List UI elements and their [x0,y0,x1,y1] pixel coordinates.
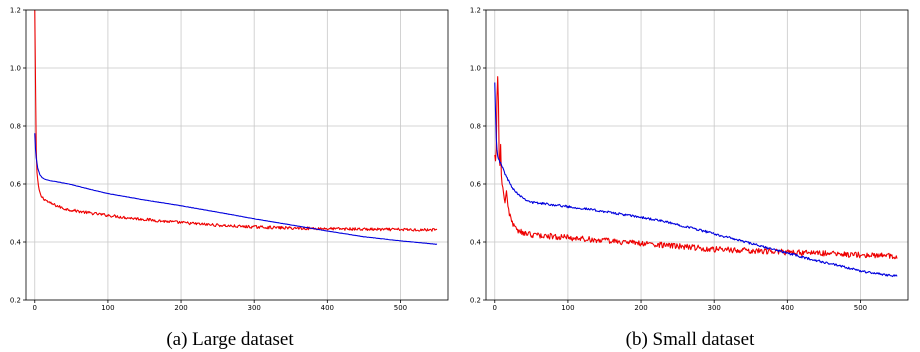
y-tick-label-1: 0.4 [470,239,482,247]
y-tick-label-2: 0.6 [470,181,482,189]
x-tick-label-1: 100 [101,304,114,310]
x-tick-label-2: 200 [174,304,187,310]
y-tick-label-1: 0.4 [10,239,22,247]
y-tick-label-0: 0.2 [470,297,481,305]
y-tick-label-4: 1.0 [470,65,481,73]
y-tick-label-5: 1.2 [10,7,21,15]
caption-small-dataset: (b) Small dataset [625,329,755,350]
x-tick-label-0: 0 [33,304,37,310]
chart-large-dataset: 0 100 200 300 400 500 0.2 0.4 0.6 0.8 1.0 1.2 [10,7,449,310]
panel-large-dataset: 0 100 200 300 400 500 0.2 0.4 0.6 0.8 1.0 1.2 (a) L… [10,7,449,350]
x-tick-label-0: 0 [493,304,497,310]
series-line-0 [494,76,898,260]
y-tick-label-4: 1.0 [10,65,21,73]
axes-frame [485,9,909,301]
series-line-0 [34,9,438,232]
y-tick-label-5: 1.2 [470,7,481,15]
x-tick-label-2: 200 [634,304,647,310]
chart-small-dataset: 0 100 200 300 400 500 0.2 0.4 0.6 0.8 1.0 1.2 [470,7,909,310]
x-tick-label-5: 500 [854,304,867,310]
y-tick-label-3: 0.8 [10,123,21,131]
x-tick-label-4: 400 [781,304,794,310]
x-tick-label-4: 400 [321,304,334,310]
series-line-1 [34,133,438,245]
y-tick-label-0: 0.2 [10,297,21,305]
caption-large-dataset: (a) Large dataset [166,329,294,350]
panel-small-dataset: 0 100 200 300 400 500 0.2 0.4 0.6 0.8 1.0 1.2 (b) S… [460,0,920,352]
y-tick-label-2: 0.6 [10,181,22,189]
x-tick-label-1: 100 [561,304,574,310]
series-line-1 [494,82,898,278]
x-tick-label-3: 300 [707,304,720,310]
x-tick-label-3: 300 [247,304,260,310]
y-tick-label-3: 0.8 [470,123,481,131]
x-tick-label-5: 500 [394,304,407,310]
axes-frame [25,9,449,301]
